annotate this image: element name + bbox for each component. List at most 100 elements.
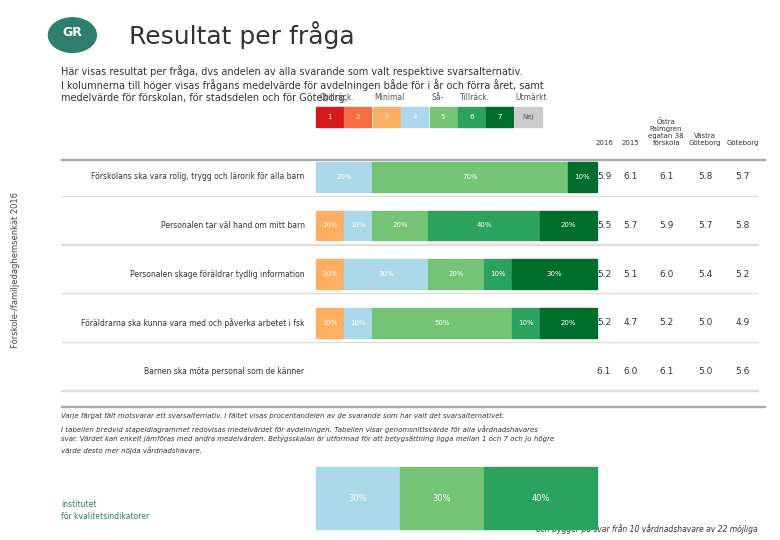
- Text: Utmärkt: Utmärkt: [515, 93, 547, 102]
- Text: Resultat per fråga: Resultat per fråga: [129, 21, 354, 49]
- Text: värde desto mer nöjda vårdnadshavare.: värde desto mer nöjda vårdnadshavare.: [61, 447, 202, 454]
- Text: 6.1: 6.1: [597, 367, 612, 376]
- Text: 4.7: 4.7: [623, 318, 637, 327]
- Circle shape: [48, 18, 97, 52]
- Text: 1: 1: [327, 114, 332, 120]
- Bar: [316, 211, 344, 240]
- Text: 2015: 2015: [622, 140, 639, 146]
- Text: Otillräck.: Otillräck.: [320, 93, 354, 102]
- Bar: [372, 308, 512, 338]
- Bar: [484, 259, 512, 289]
- Bar: [344, 107, 371, 127]
- Bar: [316, 467, 400, 529]
- Bar: [316, 259, 344, 289]
- Text: 5.8: 5.8: [736, 221, 750, 230]
- Bar: [61, 159, 765, 160]
- Text: 70%: 70%: [463, 174, 478, 180]
- Text: 7: 7: [498, 114, 502, 120]
- Text: 5.9: 5.9: [659, 221, 673, 230]
- Text: 5.0: 5.0: [698, 367, 712, 376]
- Text: 50%: 50%: [434, 320, 450, 326]
- Text: 4.9: 4.9: [736, 318, 750, 327]
- Text: 5.2: 5.2: [597, 318, 612, 327]
- Text: I kolumnerna till höger visas frågans medelvärde för avdelningen både för i år o: I kolumnerna till höger visas frågans me…: [61, 79, 544, 91]
- Bar: [316, 308, 344, 338]
- Text: 10%: 10%: [350, 222, 366, 228]
- Text: Barnen ska möta personal som de känner: Barnen ska möta personal som de känner: [144, 367, 304, 376]
- Text: GR: GR: [62, 26, 83, 39]
- Text: 30%: 30%: [349, 494, 367, 503]
- Text: 5.8: 5.8: [698, 172, 712, 181]
- Text: 5.2: 5.2: [736, 269, 750, 279]
- Bar: [372, 211, 428, 240]
- Text: I tabellen bredvid stapeldiagrammet redovisas medelvärdet för avdelningen. Tabel: I tabellen bredvid stapeldiagrammet redo…: [61, 425, 538, 433]
- Bar: [512, 259, 597, 289]
- Text: 40%: 40%: [531, 494, 550, 503]
- Bar: [430, 107, 456, 127]
- Bar: [541, 211, 597, 240]
- Text: 10%: 10%: [350, 320, 366, 326]
- Bar: [515, 107, 542, 127]
- Text: Förskole-/familjedaghemsenkät 2016: Förskole-/familjedaghemsenkät 2016: [11, 192, 20, 348]
- Bar: [458, 107, 485, 127]
- Text: 30%: 30%: [378, 271, 394, 277]
- Text: Personalen tar väl hand om mitt barn: Personalen tar väl hand om mitt barn: [161, 221, 304, 230]
- Bar: [316, 162, 372, 192]
- Bar: [487, 107, 513, 127]
- Bar: [428, 211, 541, 240]
- Text: 2016: 2016: [595, 140, 613, 146]
- Text: 6: 6: [470, 114, 473, 120]
- Text: 20%: 20%: [448, 271, 464, 277]
- Text: 5.6: 5.6: [736, 367, 750, 376]
- Text: Västra
Göteborg: Västra Göteborg: [689, 133, 722, 146]
- Bar: [484, 467, 597, 529]
- Bar: [400, 467, 484, 529]
- Bar: [541, 308, 597, 338]
- Text: 6.0: 6.0: [623, 367, 637, 376]
- Text: 5.2: 5.2: [597, 269, 612, 279]
- Text: 20%: 20%: [392, 222, 408, 228]
- Text: och bygger på svar från 10 vårdnadshavare av 22 möjliga: och bygger på svar från 10 vårdnadshavar…: [536, 524, 757, 534]
- Text: 6.1: 6.1: [623, 172, 637, 181]
- Text: 5.2: 5.2: [659, 318, 673, 327]
- Text: 30%: 30%: [547, 271, 562, 277]
- Bar: [61, 406, 765, 407]
- Text: 5.7: 5.7: [698, 221, 712, 230]
- Bar: [569, 162, 597, 192]
- Text: 20%: 20%: [336, 174, 352, 180]
- Bar: [512, 308, 541, 338]
- Text: Nej: Nej: [523, 114, 534, 120]
- Text: 10%: 10%: [519, 320, 534, 326]
- Text: 5.1: 5.1: [623, 269, 637, 279]
- Text: 3: 3: [384, 114, 388, 120]
- Text: 10%: 10%: [491, 271, 506, 277]
- Text: 40%: 40%: [477, 222, 492, 228]
- Text: 6.1: 6.1: [659, 367, 673, 376]
- Bar: [344, 211, 372, 240]
- Text: 10%: 10%: [322, 222, 338, 228]
- Text: 5.7: 5.7: [623, 221, 637, 230]
- Bar: [316, 107, 342, 127]
- Bar: [401, 107, 428, 127]
- Text: 20%: 20%: [561, 320, 576, 326]
- Text: 6.1: 6.1: [659, 172, 673, 181]
- Text: Här visas resultat per fråga, dvs andelen av alla svarande som valt respektive s: Här visas resultat per fråga, dvs andele…: [61, 65, 523, 77]
- Text: Tillräck.: Tillräck.: [459, 93, 490, 102]
- Text: Så-: Så-: [431, 93, 443, 102]
- Text: 6.0: 6.0: [659, 269, 673, 279]
- Text: Göteborg: Göteborg: [726, 140, 759, 146]
- Text: Förskolans ska vara rolig, trygg och lärorik för alla barn: Förskolans ska vara rolig, trygg och lär…: [91, 172, 304, 181]
- Bar: [344, 308, 372, 338]
- Text: 2: 2: [356, 114, 360, 120]
- Bar: [373, 107, 399, 127]
- Text: 10%: 10%: [575, 174, 590, 180]
- Text: 10%: 10%: [322, 320, 338, 326]
- Text: 5.4: 5.4: [698, 269, 712, 279]
- Bar: [372, 162, 569, 192]
- Bar: [428, 259, 484, 289]
- Text: Personalen skage föräldrar tydlig information: Personalen skage föräldrar tydlig inform…: [130, 269, 304, 279]
- Text: 30%: 30%: [433, 494, 452, 503]
- Text: Minimal: Minimal: [374, 93, 405, 102]
- Text: 5.5: 5.5: [597, 221, 612, 230]
- Text: 4: 4: [413, 114, 417, 120]
